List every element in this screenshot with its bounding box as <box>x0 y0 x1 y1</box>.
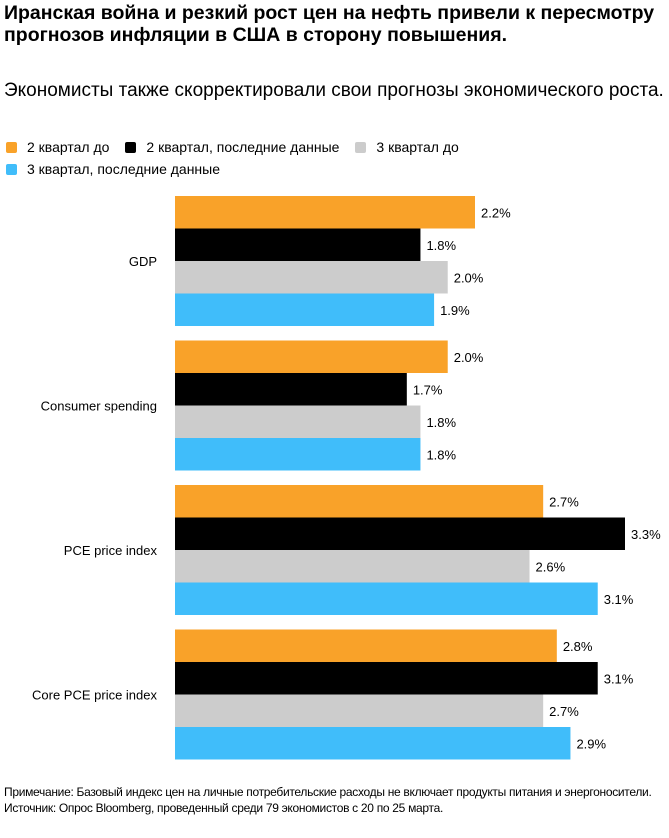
bar <box>175 485 544 518</box>
data-label: 2.8% <box>563 639 593 654</box>
data-label: 1.8% <box>426 447 456 462</box>
data-label: 1.8% <box>426 238 456 253</box>
bar <box>175 261 448 294</box>
bar <box>175 550 530 583</box>
bar <box>175 438 421 471</box>
legend-item: 2 квартал до <box>6 137 109 158</box>
category-label: PCE price index <box>64 543 158 558</box>
data-label: 3.1% <box>604 592 634 607</box>
legend-item: 3 квартал, последние данные <box>6 159 220 180</box>
legend-swatch <box>355 142 367 153</box>
category-label: GDP <box>129 254 157 269</box>
data-label: 2.7% <box>549 494 579 509</box>
bar <box>175 694 544 727</box>
chart-title: Иранская война и резкий рост цен на нефт… <box>4 2 655 46</box>
bar <box>175 662 598 695</box>
bar <box>175 727 571 760</box>
footnote: Примечание: Базовый индекс цен на личные… <box>4 785 652 799</box>
data-label: 2.2% <box>481 205 511 220</box>
legend-label: 2 квартал, последние данные <box>146 139 340 155</box>
legend: 2 квартал до 2 квартал, последние данные 3… <box>6 137 666 181</box>
legend-item: 3 квартал до <box>355 137 459 158</box>
data-label: 3.3% <box>631 527 661 542</box>
bar <box>175 228 421 261</box>
legend-item: 2 квартал, последние данные <box>125 137 339 158</box>
bar <box>175 629 557 662</box>
data-label: 2.9% <box>576 736 606 751</box>
bar <box>175 340 448 373</box>
legend-swatch <box>6 142 17 153</box>
legend-label: 3 квартал, последние данные <box>27 161 221 177</box>
bar <box>175 293 435 326</box>
footer: Примечание: Базовый индекс цен на личные… <box>4 784 664 816</box>
source: Источник: Опрос Bloomberg, проведенный с… <box>4 801 443 815</box>
bar <box>175 373 407 406</box>
bar <box>175 582 598 615</box>
legend-swatch <box>125 142 137 153</box>
category-label: Core PCE price index <box>32 688 157 703</box>
data-label: 2.7% <box>549 704 579 719</box>
data-label: 2.0% <box>454 350 484 365</box>
bar-chart: GDP 2.2% 1.8% 2.0% 1.9% Consumer spending 2.0%… <box>32 196 661 760</box>
bar <box>175 517 625 550</box>
data-label: 2.0% <box>454 270 484 285</box>
category-label: Consumer spending <box>41 399 157 414</box>
data-label: 1.9% <box>440 303 470 318</box>
legend-label: 3 квартал до <box>376 139 459 155</box>
legend-swatch <box>6 164 17 175</box>
data-label: 2.6% <box>536 559 566 574</box>
data-label: 1.8% <box>426 415 456 430</box>
legend-label: 2 квартал до <box>27 139 110 155</box>
chart-subtitle: Экономисты также скорректировали свои пр… <box>4 80 664 101</box>
bar <box>175 196 475 229</box>
bar <box>175 405 421 438</box>
data-label: 3.1% <box>604 671 634 686</box>
data-label: 1.7% <box>413 382 443 397</box>
